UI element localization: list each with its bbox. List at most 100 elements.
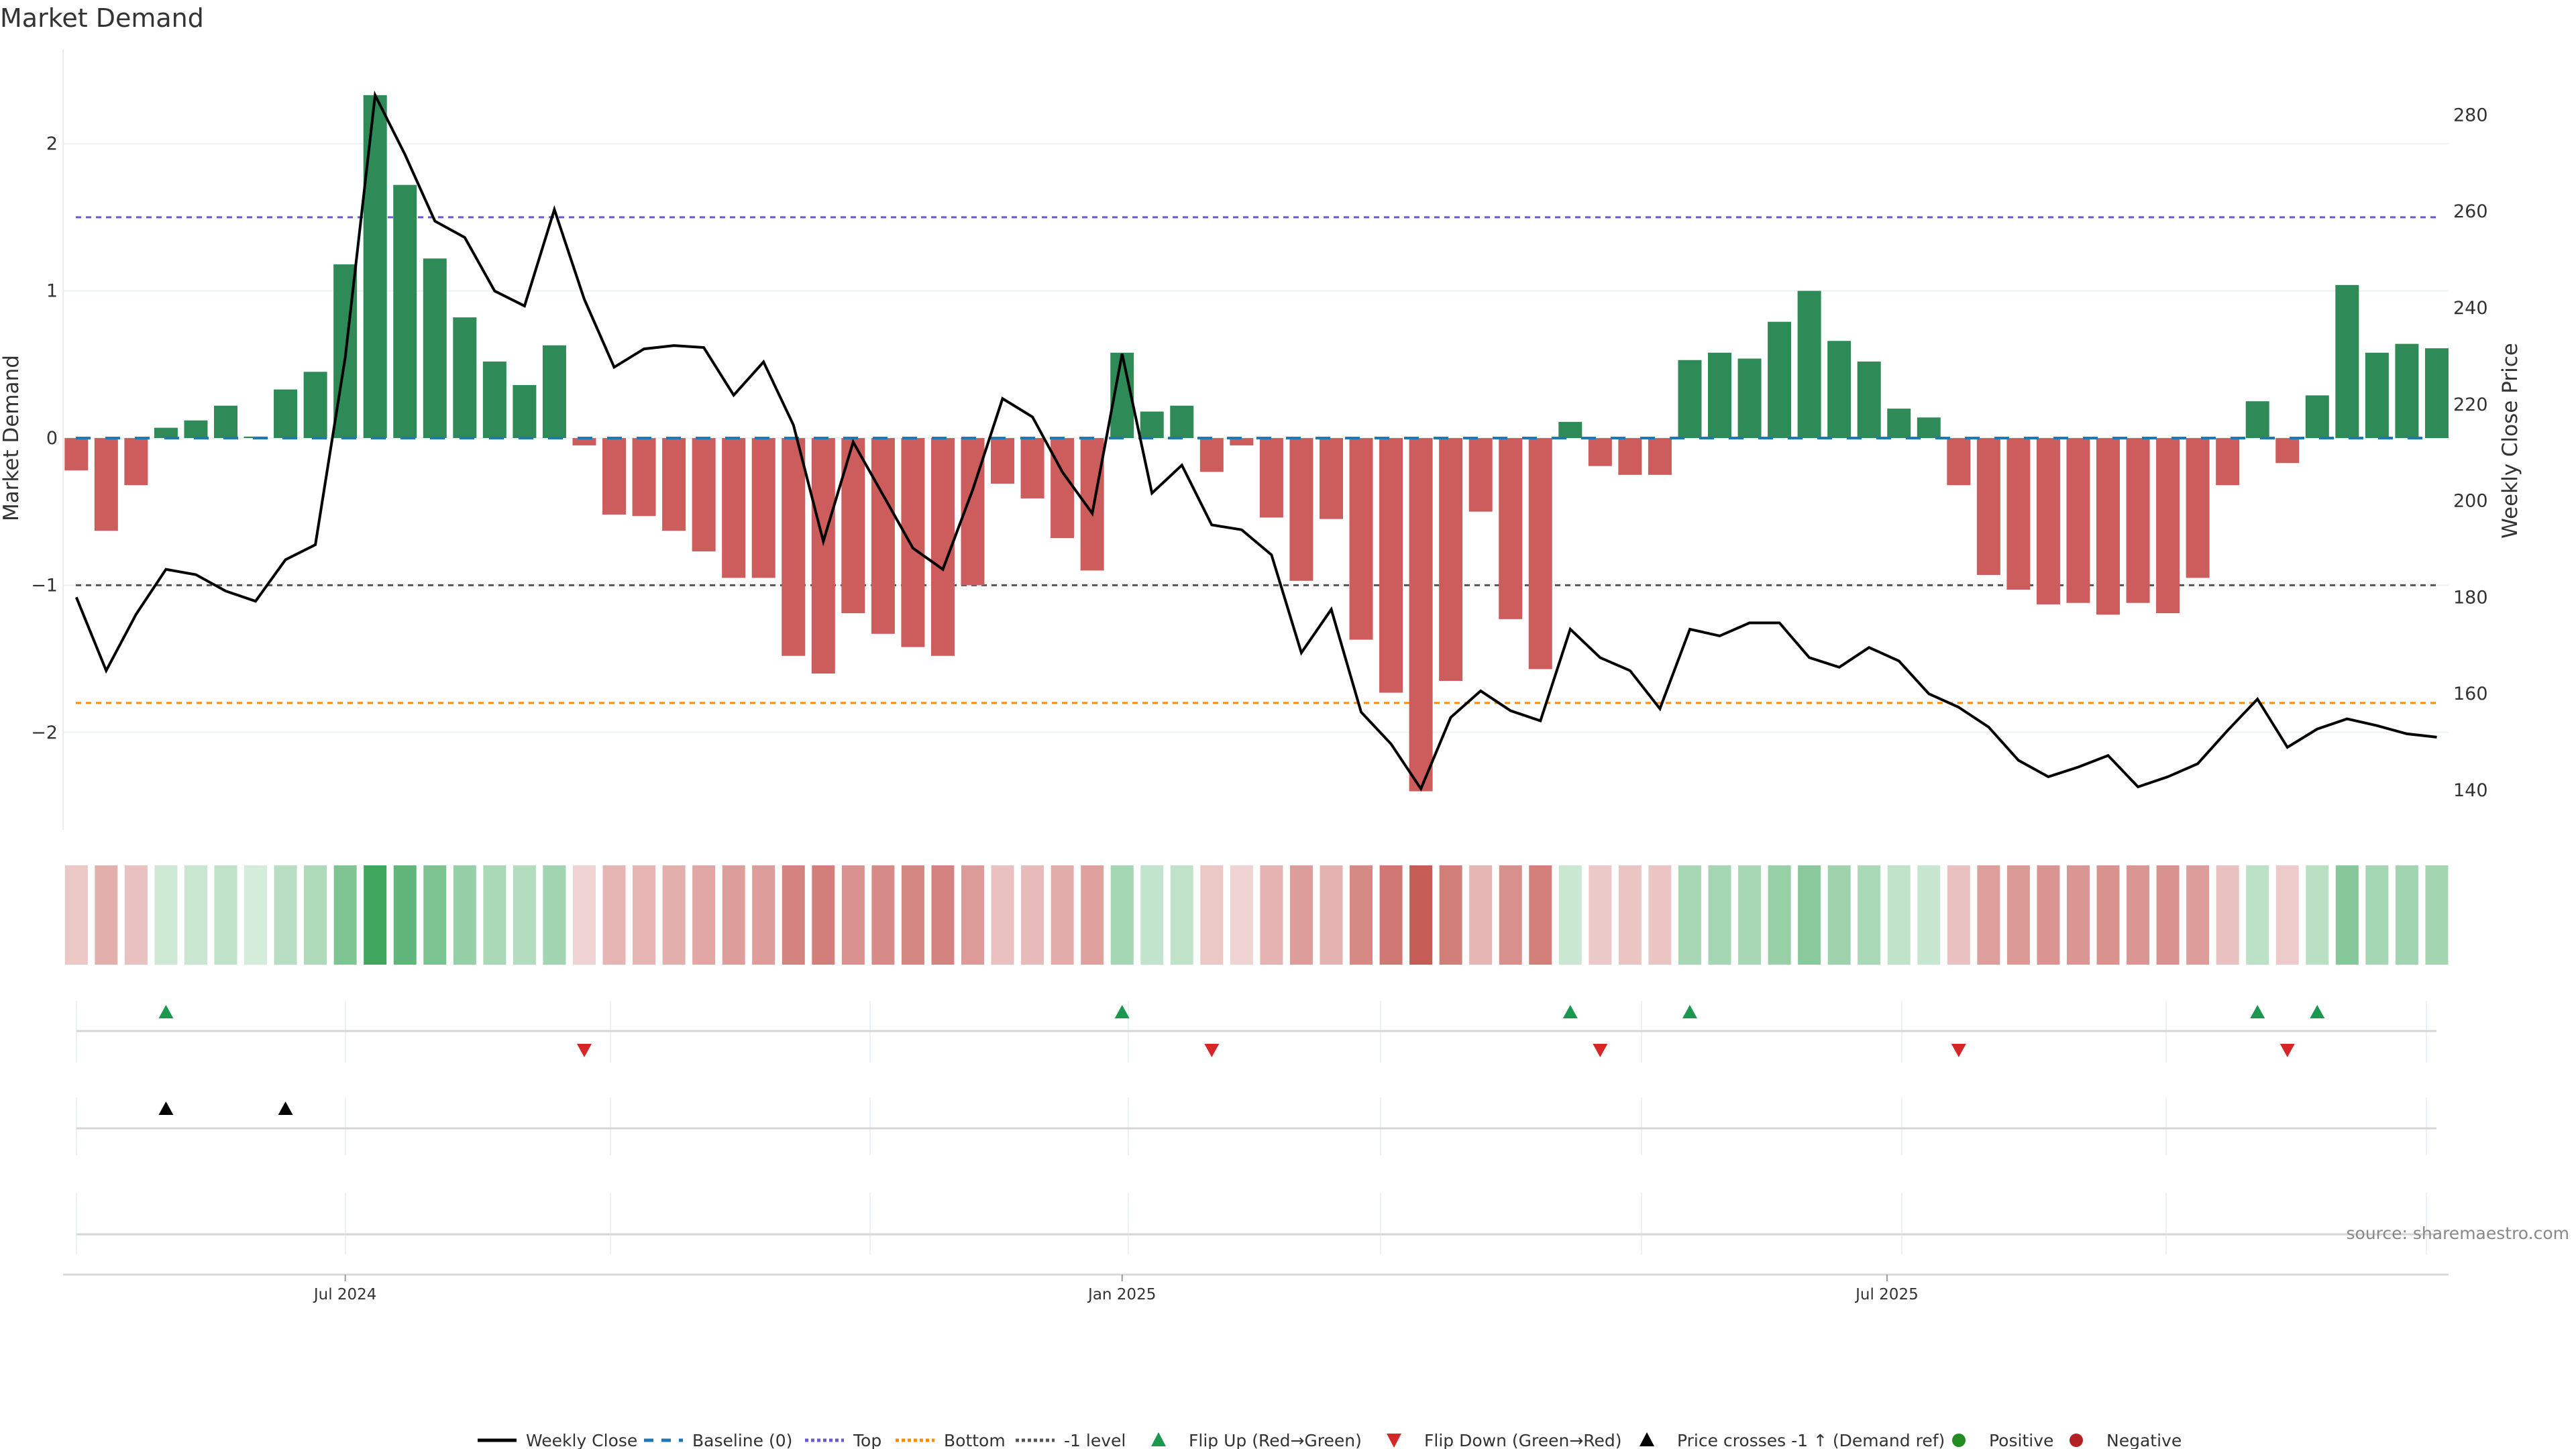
flip-up-marker: [2250, 1005, 2265, 1018]
y2-tick-label: 180: [2453, 587, 2488, 608]
demand-bar: [124, 438, 148, 486]
heatmap-cell: [1589, 865, 1612, 965]
y2-tick-label: 220: [2453, 394, 2488, 415]
demand-bar: [1468, 438, 1493, 512]
heatmap-cell: [1021, 865, 1044, 965]
heatmap-cell: [2365, 865, 2389, 965]
demand-bar: [2275, 438, 2300, 464]
y-tick-label: −1: [31, 575, 58, 596]
demand-bars: [64, 95, 2449, 792]
heatmap-cell: [931, 865, 955, 965]
heatmap-cell: [1648, 865, 1672, 965]
heatmap-cell: [543, 865, 566, 965]
heatmap-cell: [1798, 865, 1821, 965]
demand-bar: [1140, 411, 1164, 438]
demand-bar: [991, 438, 1015, 484]
legend-label: Top: [853, 1431, 881, 1449]
demand-bar: [423, 258, 447, 438]
heatmap-cell: [1887, 865, 1911, 965]
demand-bar: [1797, 290, 1821, 438]
legend-label: Positive: [1989, 1431, 2053, 1449]
heatmap-cell: [752, 865, 775, 965]
heatmap-cell: [1350, 865, 1373, 965]
legend-label: Price crosses -1 ↑ (Demand ref): [1677, 1431, 1945, 1449]
legend-label: -1 level: [1064, 1431, 1126, 1449]
heatmap-cell: [1858, 865, 1881, 965]
heatmap-cell: [602, 865, 626, 965]
demand-bar: [2216, 438, 2240, 486]
demand-bar: [2395, 343, 2419, 438]
heatmap-cell: [2066, 865, 2090, 965]
heatmap-cell: [1409, 865, 1433, 965]
demand-bar: [2365, 352, 2389, 438]
demand-bar: [1917, 417, 1941, 438]
demand-bar: [751, 438, 775, 578]
heatmap-cell: [364, 865, 387, 965]
legend-label: Weekly Close: [526, 1431, 637, 1449]
y-tick-label: 2: [46, 133, 58, 154]
demand-bar: [871, 438, 895, 634]
flip-down-marker: [2279, 1044, 2295, 1057]
heatmap-cell: [1230, 865, 1253, 965]
heatmap-cell: [633, 865, 656, 965]
source-label: source: sharemaestro.com: [2347, 1224, 2570, 1243]
demand-bar: [184, 420, 208, 438]
legend-label: Baseline (0): [692, 1431, 792, 1449]
legend-label: Flip Down (Green→Red): [1424, 1431, 1622, 1449]
heatmap-cell: [2216, 865, 2239, 965]
demand-bar: [662, 438, 686, 531]
demand-bar: [1259, 438, 1283, 518]
heatmap-cell: [871, 865, 895, 965]
demand-bar: [1020, 438, 1044, 498]
flip-up-marker: [2310, 1005, 2325, 1018]
flip-up-marker: [1562, 1005, 1578, 1018]
heatmap-cell: [2335, 865, 2359, 965]
demand-bar: [1528, 438, 1552, 669]
heatmap-cell: [1170, 865, 1193, 965]
y2-tick-label: 200: [2453, 491, 2488, 512]
heatmap-cell: [1708, 865, 1731, 965]
demand-bar: [2186, 438, 2210, 578]
heatmap-cell: [2127, 865, 2150, 965]
heatmap-cell: [333, 865, 357, 965]
y2-tick-label: 280: [2453, 105, 2488, 125]
marker-panels: [76, 1001, 2436, 1254]
flip-up-marker: [158, 1005, 174, 1018]
demand-bar: [632, 438, 656, 517]
demand-bar: [1051, 438, 1075, 539]
heatmap-cell: [1977, 865, 2000, 965]
price-cross-marker: [158, 1102, 174, 1115]
event-markers: [158, 1005, 2325, 1115]
demand-bar: [393, 184, 417, 438]
demand-bar: [1648, 438, 1672, 475]
heatmap-cell: [1320, 865, 1343, 965]
heatmap-cell: [423, 865, 447, 965]
demand-bar: [1379, 438, 1403, 693]
demand-bar: [1409, 438, 1433, 792]
heatmap-cell: [1140, 865, 1164, 965]
legend-label: Flip Up (Red→Green): [1189, 1431, 1362, 1449]
heatmap-cell: [662, 865, 686, 965]
heatmap-cell: [2275, 865, 2299, 965]
demand-bar: [2006, 438, 2031, 590]
demand-heatmap-strip: [64, 865, 2449, 965]
heatmap-cell: [154, 865, 178, 965]
heatmap-cell: [991, 865, 1014, 965]
flip-down-marker: [1593, 1044, 1608, 1057]
demand-bar: [1887, 409, 1911, 438]
left-y-axis: 2 1 0 −1 −2: [31, 133, 58, 743]
demand-bar: [154, 427, 178, 438]
demand-bar: [1199, 438, 1224, 472]
demand-bar: [1319, 438, 1343, 519]
demand-bar: [2424, 348, 2449, 438]
y-axis-label: Market Demand: [0, 355, 23, 521]
demand-bar: [1499, 438, 1523, 619]
demand-bar: [841, 438, 865, 614]
heatmap-cell: [393, 865, 417, 965]
heatmap-cell: [1738, 865, 1762, 965]
demand-bar: [1857, 361, 1881, 438]
heatmap-cell: [2306, 865, 2329, 965]
demand-bar: [1289, 438, 1313, 581]
demand-bar: [1768, 321, 1792, 438]
